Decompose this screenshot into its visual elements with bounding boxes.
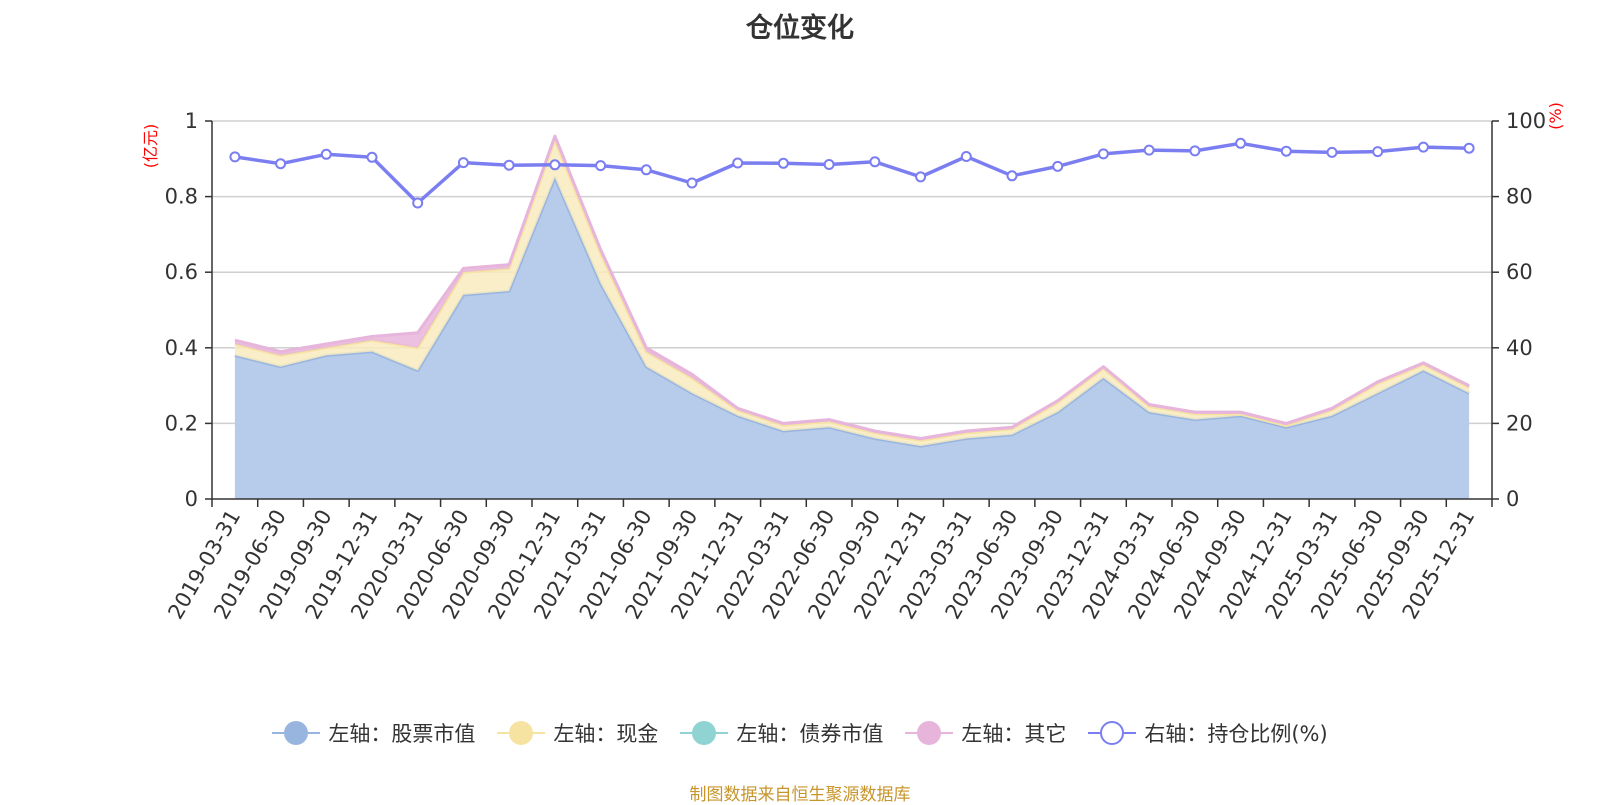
ratio-point (1006, 170, 1018, 182)
line-ratio (234, 141, 1470, 205)
ratio-point (960, 151, 972, 162)
right-tick-label: 100 (1506, 109, 1546, 133)
ratio-point (595, 160, 607, 172)
legend-label-bond: 左轴：债券市值 (736, 722, 884, 746)
ratio-point (1097, 148, 1109, 160)
legend-label-other: 左轴：其它 (961, 722, 1067, 746)
ratio-point (732, 157, 744, 169)
legend-label-stock: 左轴：股票市值 (328, 722, 476, 746)
ratio-point (1052, 160, 1064, 172)
ratio-point (1143, 144, 1155, 156)
legend: 左轴：股票市值 左轴：现金 左轴：债券市值 左轴：其它 右轴：持仓比例(%) (0, 718, 1600, 748)
ratio-point (549, 159, 561, 171)
ratio-point (777, 157, 789, 169)
ratio-point (503, 159, 515, 171)
right-tick-label: 20 (1506, 411, 1533, 435)
left-tick-label: 0.4 (165, 336, 198, 360)
left-tick-label: 0.8 (165, 185, 198, 209)
legend-label-ratio: 右轴：持仓比例(%) (1144, 722, 1328, 746)
right-tick-label: 80 (1506, 185, 1533, 209)
ratio-point (366, 151, 378, 163)
left-tick-label: 1 (185, 109, 198, 133)
ratio-point (686, 177, 698, 189)
ratio-point (915, 171, 927, 183)
area-stock (234, 177, 1470, 499)
left-tick-label: 0.2 (165, 411, 198, 435)
legend-item-other[interactable]: 左轴：其它 (905, 718, 1066, 748)
left-tick-label: 0.6 (165, 260, 198, 284)
left-tick-label: 0 (185, 487, 198, 511)
legend-item-cash[interactable]: 左轴：现金 (497, 718, 658, 748)
ratio-point (1280, 145, 1292, 157)
legend-stock-icon (272, 720, 321, 746)
source-note: 制图数据来自恒生聚源数据库 (689, 785, 911, 805)
ratio-point (823, 159, 835, 170)
line-other (234, 134, 1470, 440)
legend-label-cash: 左轴：现金 (553, 722, 659, 746)
right-tick-label: 40 (1506, 336, 1533, 360)
legend-bond-icon (680, 720, 729, 746)
legend-ratio-icon (1088, 720, 1137, 746)
chart-title: 仓位变化 (746, 13, 854, 44)
right-tick-label: 0 (1506, 487, 1519, 511)
ratio-point (1235, 137, 1247, 149)
ratio-point (1463, 142, 1475, 154)
legend-item-bond[interactable]: 左轴：债券市值 (680, 718, 883, 748)
legend-item-stock[interactable]: 左轴：股票市值 (272, 718, 475, 748)
ratio-point (869, 156, 881, 168)
ratio-point (1326, 146, 1338, 158)
legend-item-ratio[interactable]: 右轴：持仓比例(%) (1088, 718, 1328, 748)
legend-cash-icon (497, 720, 546, 746)
right-axis-unit: (%) (1546, 102, 1565, 130)
left-axis-unit: (亿元) (141, 124, 160, 169)
ratio-point (1189, 145, 1201, 157)
right-tick-label: 60 (1506, 260, 1533, 284)
ratio-point (1372, 146, 1384, 158)
ratio-point (457, 157, 469, 169)
ratio-point (412, 197, 424, 209)
ratio-point (640, 164, 652, 176)
ratio-point (275, 158, 287, 170)
legend-other-icon (905, 720, 954, 746)
ratio-point (229, 151, 241, 163)
area-cash (234, 139, 1470, 447)
ratio-point (320, 148, 332, 160)
ratio-point (1417, 141, 1429, 153)
